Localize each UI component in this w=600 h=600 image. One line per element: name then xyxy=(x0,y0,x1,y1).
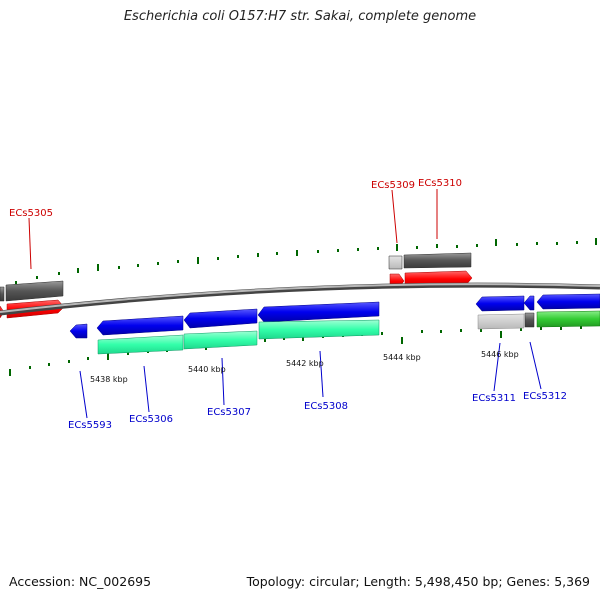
feature-green-ecs5312 xyxy=(536,310,600,328)
feature-teal-ecs5308 xyxy=(258,319,380,340)
feature-gray-ecs5309 xyxy=(403,252,472,269)
topology-label: Topology: circular; Length: 5,498,450 bp… xyxy=(246,574,590,589)
genome-backbone xyxy=(0,283,600,313)
cds-arrow-ecs5311 xyxy=(475,295,525,312)
cds-arrow-ecs5306 xyxy=(96,315,184,336)
cds-arrow-ecs5312 xyxy=(536,293,600,310)
cds-arrow-ecs5307 xyxy=(183,308,258,329)
feature-teal-ecs5306 xyxy=(97,334,184,355)
gc-skew-outer-ticks xyxy=(15,238,597,284)
kbp-label: 5444 kbp xyxy=(383,353,421,362)
kbp-label: 5438 kbp xyxy=(90,375,128,384)
gene-label-ecs5310: ECs5310 xyxy=(418,178,462,189)
reverse-cds xyxy=(69,293,600,339)
accession-label: Accession: NC_002695 xyxy=(9,574,152,589)
reverse-leader-lines xyxy=(79,341,542,419)
gene-label-ecs5305: ECs5305 xyxy=(9,208,53,219)
cds-arrow-ecs5308 xyxy=(257,301,380,323)
feature-gray-ecs5309-short xyxy=(388,255,403,270)
kbp-label: 5440 kbp xyxy=(188,365,226,374)
gene-label-ecs5307: ECs5307 xyxy=(207,407,251,418)
kbp-scale-labels: 5438 kbp 5440 kbp 5442 kbp 5444 kbp 5446… xyxy=(90,350,519,384)
feature-gray-small xyxy=(524,312,535,328)
cds-arrow-small xyxy=(523,295,535,311)
gene-label-ecs5312: ECs5312 xyxy=(523,391,567,402)
reverse-secondary-features xyxy=(97,310,600,355)
kbp-label: 5446 kbp xyxy=(481,350,519,359)
reverse-gene-labels: ECs5593 ECs5306 ECs5307 ECs5308 ECs5311 … xyxy=(68,391,567,431)
forward-gene-labels: ECs5305 ECs5309 ECs5310 xyxy=(9,178,462,219)
feature-gray-left-stub xyxy=(0,286,5,302)
genome-backbone-shadow xyxy=(0,282,600,316)
feature-gray-ecs5305 xyxy=(5,280,64,302)
gene-label-ecs5306: ECs5306 xyxy=(129,414,173,425)
map-title: Escherichia coli O157:H7 str. Sakai, com… xyxy=(123,9,477,24)
feature-lightgray-ecs5311 xyxy=(477,313,525,330)
gene-label-ecs5593: ECs5593 xyxy=(68,420,112,431)
forward-gray-features xyxy=(0,252,472,302)
forward-leader-lines xyxy=(28,189,438,270)
gene-label-ecs5309: ECs5309 xyxy=(371,180,415,191)
cds-arrow-ecs5593 xyxy=(69,323,88,339)
feature-teal-ecs5307 xyxy=(183,330,258,350)
kbp-label: 5442 kbp xyxy=(286,359,324,368)
gene-label-ecs5308: ECs5308 xyxy=(304,401,348,412)
gene-label-ecs5311: ECs5311 xyxy=(472,393,516,404)
